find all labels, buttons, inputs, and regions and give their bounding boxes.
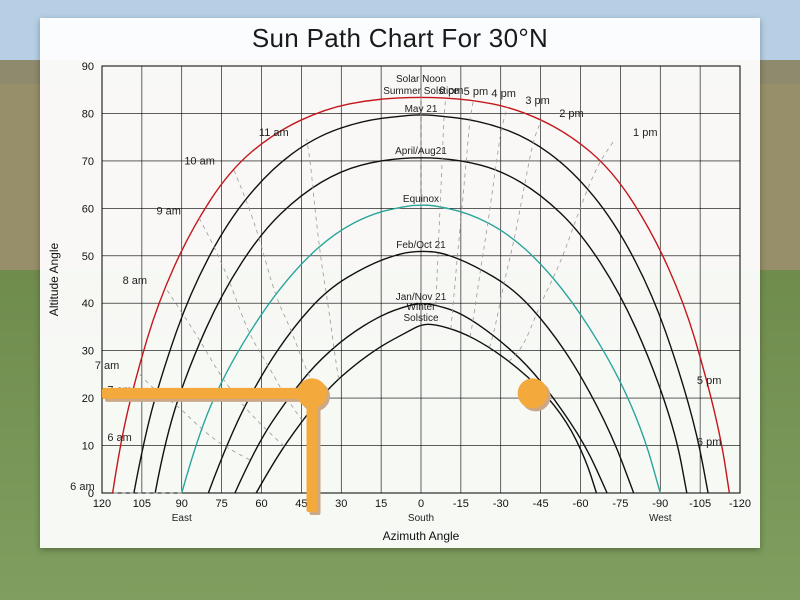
svg-text:-30: -30 — [493, 498, 509, 510]
svg-text:Azimuth Angle: Azimuth Angle — [383, 529, 460, 543]
svg-text:-15: -15 — [453, 498, 469, 510]
svg-text:4 pm: 4 pm — [491, 88, 515, 100]
svg-text:75: 75 — [216, 498, 228, 510]
svg-text:40: 40 — [82, 298, 94, 310]
svg-text:9 am: 9 am — [157, 206, 181, 218]
svg-text:-75: -75 — [612, 498, 628, 510]
svg-text:2 pm: 2 pm — [559, 108, 583, 120]
svg-text:90: 90 — [82, 61, 94, 73]
svg-text:-105: -105 — [689, 498, 711, 510]
svg-text:6 am: 6 am — [107, 432, 131, 444]
svg-text:-60: -60 — [573, 498, 589, 510]
svg-text:-90: -90 — [652, 498, 668, 510]
svg-text:6 pm: 6 pm — [439, 85, 463, 97]
svg-text:60: 60 — [255, 498, 267, 510]
svg-text:7 am: 7 am — [95, 360, 119, 372]
svg-text:-120: -120 — [729, 498, 751, 510]
svg-text:10: 10 — [82, 441, 94, 453]
reading-overlay-shadow — [105, 381, 551, 515]
svg-text:105: 105 — [133, 498, 151, 510]
hour-line — [509, 139, 615, 361]
svg-text:5 pm: 5 pm — [464, 86, 488, 98]
svg-text:6 pm: 6 pm — [697, 437, 721, 449]
svg-text:6 am: 6 am — [70, 481, 94, 493]
svg-text:20: 20 — [82, 393, 94, 405]
svg-text:30: 30 — [82, 346, 94, 358]
hour-line — [137, 372, 250, 460]
svg-text:East: East — [172, 513, 192, 524]
svg-text:70: 70 — [82, 156, 94, 168]
svg-text:5 pm: 5 pm — [697, 375, 721, 387]
hour-line — [233, 168, 321, 398]
svg-text:3 pm: 3 pm — [525, 95, 549, 107]
sun-path-chart: -120 -105 -90 -75 -60 -45 -30 -15 0 15 30 45 60 75 90 1… — [40, 18, 760, 548]
svg-text:Solar Noon: Solar Noon — [396, 74, 446, 85]
svg-text:South: South — [408, 513, 434, 524]
svg-text:West: West — [649, 513, 672, 524]
reading-overlay — [102, 378, 551, 515]
svg-text:1 pm: 1 pm — [633, 127, 657, 139]
svg-text:11 am: 11 am — [259, 127, 289, 139]
svg-text:-45: -45 — [533, 498, 549, 510]
svg-text:Jan/Nov 21: Jan/Nov 21 — [396, 292, 447, 303]
svg-text:0: 0 — [418, 498, 424, 510]
hour-line — [470, 107, 507, 337]
svg-text:120: 120 — [93, 498, 111, 510]
svg-text:80: 80 — [82, 108, 94, 120]
svg-text:Altitude Angle: Altitude Angle — [47, 242, 61, 316]
svg-text:30: 30 — [335, 498, 347, 510]
hour-line — [165, 287, 284, 446]
svg-text:90: 90 — [176, 498, 188, 510]
svg-text:45: 45 — [295, 498, 307, 510]
svg-text:8 am: 8 am — [123, 275, 147, 287]
svg-text:Solstice: Solstice — [403, 313, 438, 324]
svg-text:10 am: 10 am — [184, 156, 215, 168]
svg-text:60: 60 — [82, 203, 94, 215]
chart-frame: Sun Path Chart For 30°N -120-105-90-75-6… — [40, 18, 760, 548]
svg-text:50: 50 — [82, 251, 94, 263]
svg-text:15: 15 — [375, 498, 387, 510]
